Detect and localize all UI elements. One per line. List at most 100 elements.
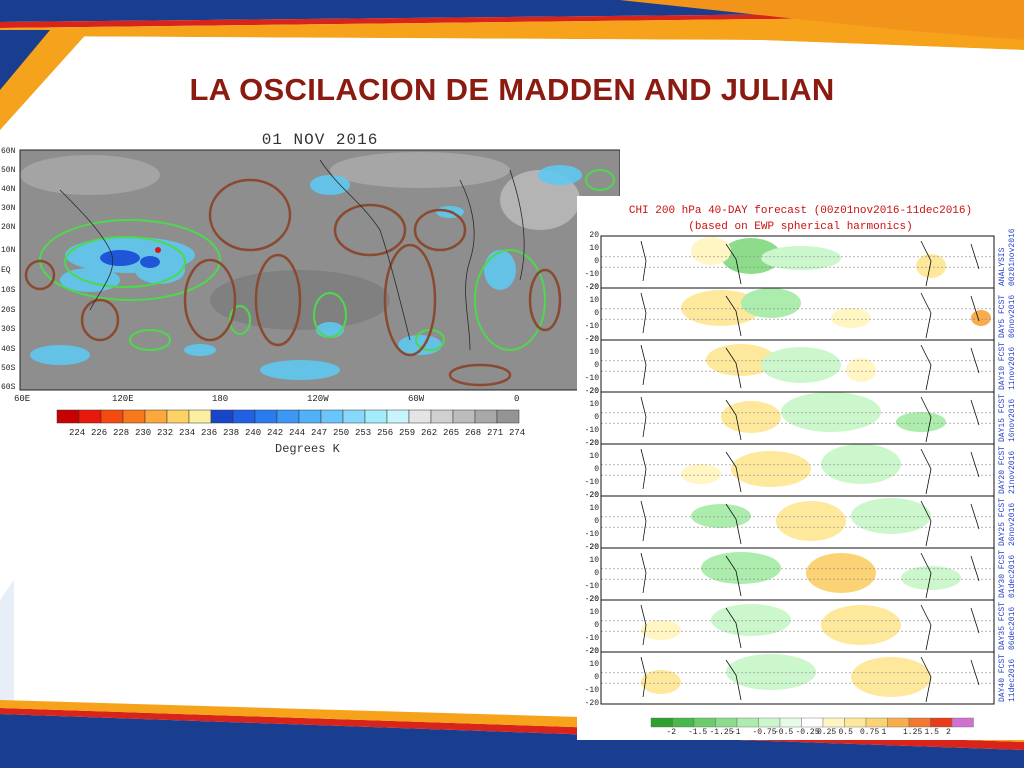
forecast-panel-label: 11dec2016 <box>1008 658 1017 702</box>
colorbar-tick-label: 234 <box>179 428 196 438</box>
colorbar-swatch <box>320 409 344 424</box>
forecast-panel <box>600 443 995 497</box>
forecast-y-tick: 0 <box>594 361 599 370</box>
forecast-y-tick: 20 <box>589 283 599 292</box>
olr-colorbar <box>56 409 520 424</box>
forecast-y-tick: 20 <box>589 439 599 448</box>
colorbar-tick-label: 238 <box>223 428 240 438</box>
olr-map <box>19 149 620 424</box>
forecast-colorbar-tick: -1 <box>731 728 741 737</box>
forecast-y-tick: 20 <box>589 231 599 240</box>
slide-left-banner <box>0 30 90 740</box>
forecast-colorbar-swatch <box>758 717 781 728</box>
colorbar-swatch <box>298 409 322 424</box>
colorbar-swatch <box>78 409 102 424</box>
forecast-y-tick: 20 <box>589 335 599 344</box>
forecast-y-tick: -10 <box>584 426 599 435</box>
forecast-y-tick: -20 <box>584 283 599 292</box>
colorbar-swatch <box>188 409 212 424</box>
lon-label: 120E <box>112 394 134 404</box>
forecast-y-tick: -10 <box>584 530 599 539</box>
forecast-y-tick: 10 <box>589 348 599 357</box>
olr-deep-convection <box>100 250 160 268</box>
colorbar-swatch <box>342 409 366 424</box>
colorbar-tick-label: 244 <box>289 428 306 438</box>
forecast-panel-label: 00z01nov2016 <box>1008 228 1017 286</box>
forecast-y-tick: -20 <box>584 699 599 708</box>
lat-label: 60S <box>1 383 16 392</box>
forecast-y-tick: -10 <box>584 478 599 487</box>
forecast-panel <box>600 391 995 445</box>
forecast-panel <box>600 547 995 601</box>
forecast-colorbar-swatch <box>801 717 824 728</box>
colorbar-tick-label: 271 <box>487 428 504 438</box>
colorbar-tick-label: 250 <box>333 428 350 438</box>
lat-label: 50N <box>1 166 16 175</box>
forecast-panel-label: 26nov2016 <box>1008 502 1017 546</box>
forecast-panel-label: DAY35 FCST <box>998 601 1007 650</box>
colorbar-tick-label: 230 <box>135 428 152 438</box>
slide-top-banner <box>0 0 1024 56</box>
forecast-y-tick: 0 <box>594 465 599 474</box>
forecast-panel-label: DAY40 FCST <box>998 653 1007 702</box>
colorbar-swatch <box>408 409 432 424</box>
forecast-y-tick: 0 <box>594 309 599 318</box>
forecast-y-tick: -10 <box>584 374 599 383</box>
forecast-y-tick: 10 <box>589 452 599 461</box>
colorbar-tick-label: 232 <box>157 428 174 438</box>
forecast-panel <box>600 287 995 341</box>
forecast-y-tick: 20 <box>589 387 599 396</box>
olr-brown-contours <box>24 178 562 387</box>
forecast-y-tick: 20 <box>589 647 599 656</box>
forecast-panel <box>600 235 995 289</box>
colorbar-swatch <box>276 409 300 424</box>
forecast-y-tick: 20 <box>589 543 599 552</box>
forecast-panel-label: ANALYSIS <box>998 247 1007 286</box>
forecast-colorbar-swatch <box>736 717 759 728</box>
forecast-colorbar-tick: 0.5 <box>838 728 853 737</box>
colorbar-swatch <box>144 409 168 424</box>
colorbar-swatch <box>474 409 498 424</box>
colorbar-swatch <box>254 409 278 424</box>
forecast-y-tick: 10 <box>589 244 599 253</box>
forecast-colorbar-swatch <box>887 717 910 728</box>
forecast-colorbar-tick: 1 <box>881 728 887 737</box>
forecast-colorbar-swatch <box>650 717 673 728</box>
slide-title: LA OSCILACION DE MADDEN AND JULIAN <box>189 72 835 107</box>
colorbar-tick-label: 259 <box>399 428 416 438</box>
colorbar-tick-label: 274 <box>509 428 526 438</box>
forecast-y-tick: 0 <box>594 673 599 682</box>
forecast-panel-label: DAY15 FCST <box>998 393 1007 442</box>
forecast-colorbar-swatch <box>951 717 974 728</box>
colorbar-tick-label: 262 <box>421 428 438 438</box>
forecast-panel-label: DAY20 FCST <box>998 445 1007 494</box>
chi-forecast-figure: CHI 200 hPa 40-DAY forecast (00z01nov201… <box>577 196 1024 740</box>
forecast-panel-label: DAY30 FCST <box>998 549 1007 598</box>
forecast-colorbar-swatch <box>908 717 931 728</box>
forecast-colorbar-tick: -0.75 <box>752 728 777 737</box>
forecast-panel-label: 06dec2016 <box>1008 606 1017 650</box>
lat-label: 40N <box>1 185 16 194</box>
colorbar-tick-label: 242 <box>267 428 284 438</box>
forecast-y-tick: -20 <box>584 439 599 448</box>
forecast-y-tick: -20 <box>584 491 599 500</box>
colorbar-tick-label: 256 <box>377 428 394 438</box>
forecast-subtitle: (based on EWP spherical harmonics) <box>688 221 913 233</box>
lat-label: 60N <box>1 147 16 156</box>
forecast-y-tick: 0 <box>594 569 599 578</box>
forecast-y-tick: 20 <box>589 491 599 500</box>
colorbar-swatch <box>122 409 146 424</box>
forecast-y-tick: 10 <box>589 504 599 513</box>
forecast-y-tick: 0 <box>594 257 599 266</box>
forecast-y-tick: -20 <box>584 543 599 552</box>
forecast-panel <box>600 495 995 549</box>
forecast-y-tick: 10 <box>589 660 599 669</box>
forecast-y-tick: 10 <box>589 608 599 617</box>
forecast-y-tick: -10 <box>584 270 599 279</box>
forecast-y-tick: -10 <box>584 634 599 643</box>
colorbar-tick-label: 226 <box>91 428 108 438</box>
lat-label: 50S <box>1 364 16 373</box>
forecast-y-tick: 20 <box>589 595 599 604</box>
lon-label: 180 <box>212 394 229 404</box>
forecast-y-tick: -10 <box>584 582 599 591</box>
